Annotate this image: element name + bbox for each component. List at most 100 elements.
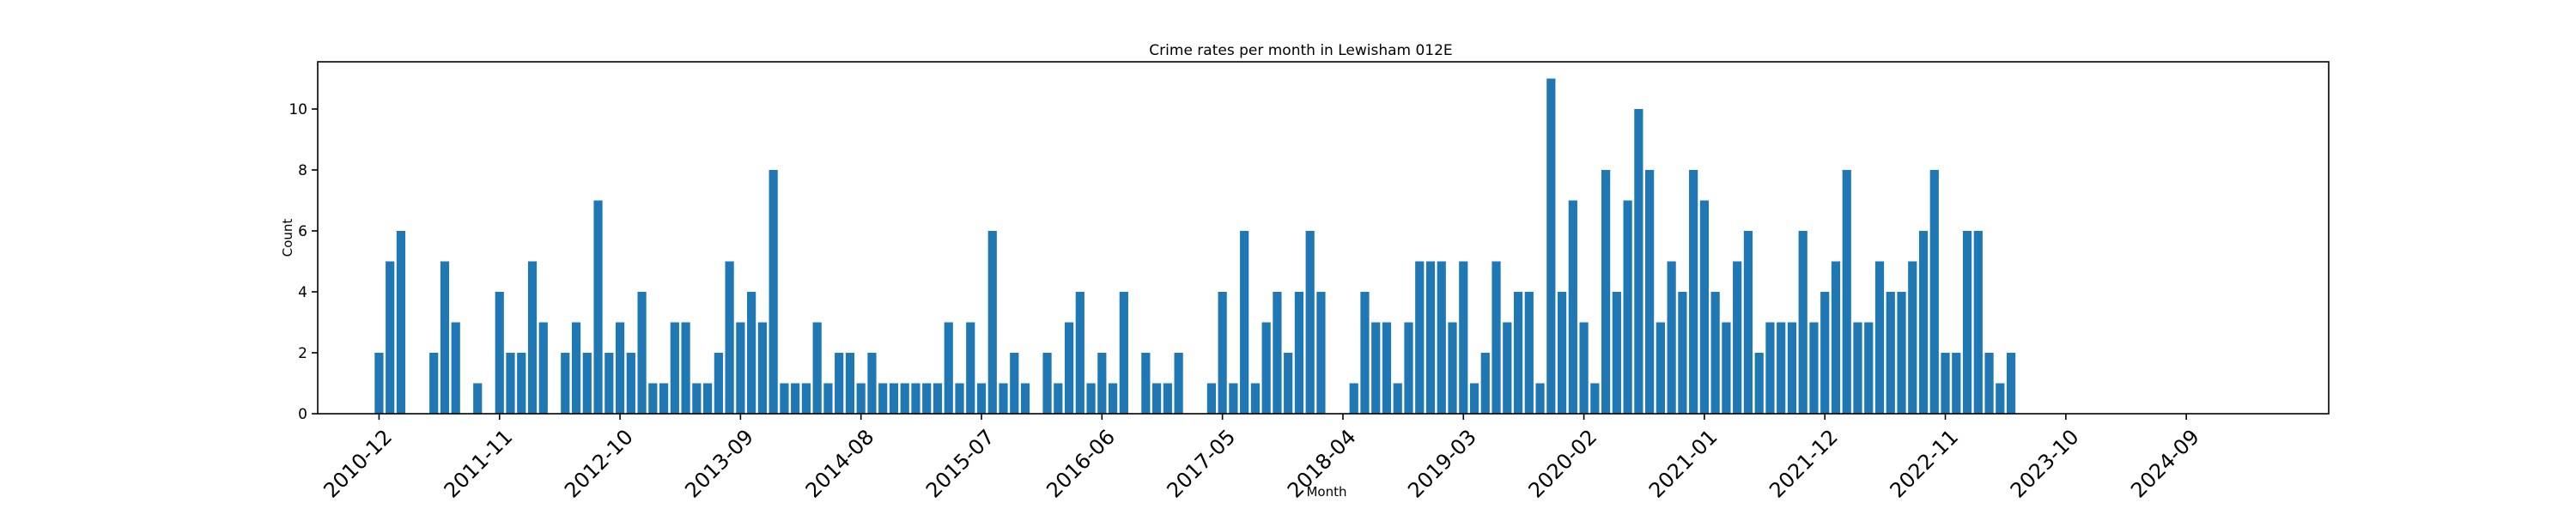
x-tick-label-2011-11: 2011-11 <box>440 425 518 503</box>
x-tick-label-2014-08: 2014-08 <box>801 425 879 503</box>
bar-2022-03 <box>1853 322 1862 414</box>
bar-2015-02 <box>922 383 932 414</box>
bars-group <box>374 78 2016 415</box>
bar-2015-05 <box>955 383 964 414</box>
bar-2013-08 <box>725 261 734 414</box>
bar-2013-09 <box>736 322 745 414</box>
bar-2014-10 <box>878 383 888 414</box>
bar-2018-08 <box>1382 322 1392 414</box>
bar-2020-11 <box>1678 292 1687 414</box>
bar-2017-11 <box>1284 353 1293 414</box>
bar-2021-04 <box>1733 261 1742 414</box>
bar-2019-11 <box>1546 78 1556 415</box>
bar-2013-10 <box>747 292 756 414</box>
bar-2012-11 <box>626 353 635 414</box>
bar-2013-06 <box>703 383 713 414</box>
bar-2019-03 <box>1459 261 1468 414</box>
bar-2019-01 <box>1437 261 1446 414</box>
bar-2021-06 <box>1754 353 1764 414</box>
bar-2014-07 <box>845 353 855 414</box>
bar-2013-01 <box>648 383 658 414</box>
bar-2019-10 <box>1535 383 1545 414</box>
bar-2019-09 <box>1524 292 1534 414</box>
bar-2022-08 <box>1908 261 1917 414</box>
bar-2020-10 <box>1667 261 1676 414</box>
bar-2016-03 <box>1064 322 1074 414</box>
plot-frame <box>317 61 2330 415</box>
bar-2021-03 <box>1722 322 1731 414</box>
bar-2016-11 <box>1152 383 1162 414</box>
bar-2011-07 <box>451 322 460 414</box>
bar-2013-03 <box>670 322 679 414</box>
bar-2012-03 <box>538 322 548 414</box>
bar-2017-04 <box>1206 383 1216 414</box>
bar-2016-10 <box>1141 353 1151 414</box>
bar-2021-01 <box>1699 200 1710 414</box>
bar-2020-01 <box>1568 200 1577 414</box>
bar-2022-07 <box>1897 292 1906 414</box>
bar-2022-05 <box>1874 261 1885 414</box>
x-tick-label-2021-12: 2021-12 <box>1765 425 1843 503</box>
y-tick-label-8: 8 <box>298 162 307 179</box>
bar-2015-09 <box>999 383 1008 414</box>
bar-2017-08 <box>1250 383 1261 414</box>
bar-2012-12 <box>637 292 647 414</box>
bar-2023-02 <box>1973 231 1983 414</box>
bar-2019-06 <box>1492 261 1501 414</box>
bar-2017-12 <box>1294 292 1304 414</box>
bar-2022-01 <box>1831 261 1841 414</box>
bar-2020-12 <box>1689 170 1698 414</box>
bar-2021-11 <box>1809 322 1819 414</box>
y-axis-label: Count <box>280 219 295 258</box>
bar-2016-05 <box>1086 383 1096 414</box>
bar-2022-12 <box>1952 353 1961 414</box>
bar-2016-12 <box>1163 383 1172 414</box>
bar-2019-05 <box>1480 353 1490 414</box>
bar-2016-08 <box>1119 292 1128 414</box>
bar-2019-08 <box>1513 292 1523 414</box>
bar-2018-11 <box>1415 261 1425 414</box>
bar-2011-05 <box>429 353 439 414</box>
x-tick-label-2021-01: 2021-01 <box>1644 425 1722 503</box>
x-axis-label: Month <box>1306 484 1346 500</box>
bar-2018-05 <box>1349 383 1358 414</box>
x-tick-label-2023-10: 2023-10 <box>2006 425 2084 503</box>
x-tick-label-2020-02: 2020-02 <box>1524 425 1602 503</box>
bar-2023-04 <box>1996 383 2005 414</box>
bar-2021-12 <box>1820 292 1830 414</box>
bar-2016-01 <box>1042 353 1052 414</box>
bar-2017-06 <box>1229 383 1238 414</box>
x-tick-label-2016-06: 2016-06 <box>1042 425 1120 503</box>
bar-2013-04 <box>681 322 690 414</box>
bar-2014-09 <box>867 353 877 414</box>
bar-2019-02 <box>1448 322 1457 414</box>
y-tick-label-0: 0 <box>298 406 307 423</box>
bar-2013-02 <box>659 383 669 414</box>
x-tick-label-2024-09: 2024-09 <box>2126 425 2204 503</box>
bar-2020-06 <box>1623 200 1632 414</box>
bar-2014-08 <box>856 383 866 414</box>
bar-2014-12 <box>900 383 909 414</box>
bar-2011-01 <box>386 261 395 414</box>
bar-2015-03 <box>933 383 943 414</box>
bar-2017-10 <box>1273 292 1282 414</box>
chart-title: Crime rates per month in Lewisham 012E <box>1149 42 1452 59</box>
bar-2018-09 <box>1393 383 1402 414</box>
bar-2020-09 <box>1656 322 1665 414</box>
y-tick-label-10: 10 <box>289 101 307 118</box>
bar-2021-10 <box>1798 231 1807 414</box>
bar-2012-10 <box>615 322 625 414</box>
bar-2023-03 <box>1984 353 1994 414</box>
bar-2016-06 <box>1097 353 1107 414</box>
bar-2021-09 <box>1787 322 1797 414</box>
bar-2012-07 <box>582 353 592 414</box>
bar-2014-06 <box>835 353 844 414</box>
bar-2015-11 <box>1020 383 1030 414</box>
bar-2020-04 <box>1601 170 1611 414</box>
bar-2012-08 <box>593 200 603 414</box>
bar-2018-06 <box>1360 292 1370 414</box>
bar-2018-01 <box>1305 231 1315 414</box>
bar-2014-02 <box>791 383 800 414</box>
y-axis: 0 2 4 6 8 10 <box>289 101 318 423</box>
